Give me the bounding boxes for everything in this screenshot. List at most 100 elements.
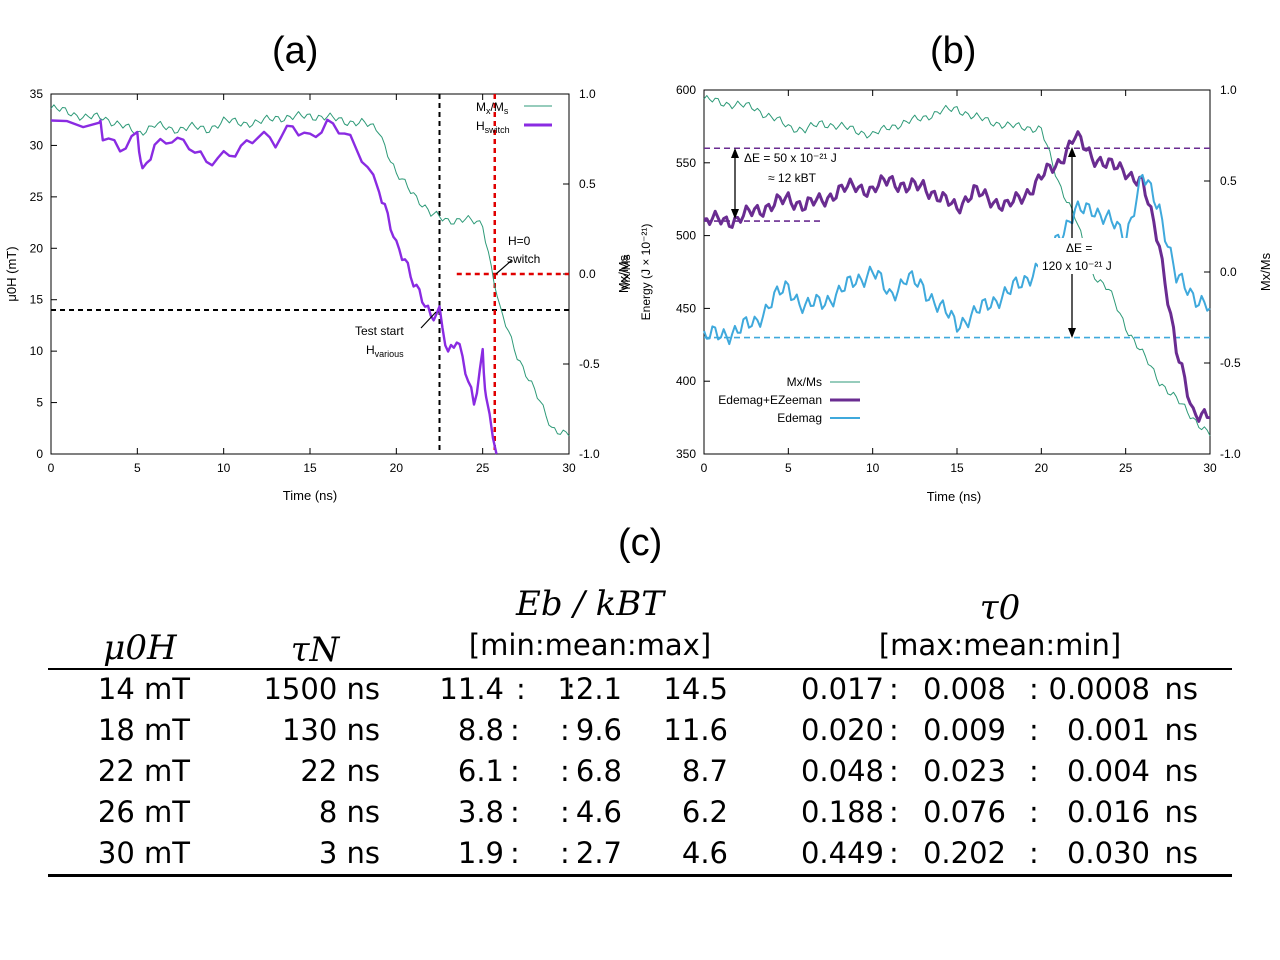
cell-tau0-max: 0.048 [800,754,884,788]
cell-unit: ns [1164,754,1199,788]
x-tick-label: 0 [48,461,55,475]
cell-tau0-min: 0.004 [1066,754,1150,788]
y-tick-label-right: 1.0 [579,87,596,101]
x-tick-label: 5 [134,461,141,475]
cell-unit: ns [1164,672,1199,706]
cell-eb-mean: 6.8 [575,754,622,788]
cell-tau0-mean: 0.009 [922,713,1006,747]
y-tick-label-left: 5 [36,396,43,410]
cell-tau0-min: 0.030 [1066,836,1150,870]
y-tick-label-left: 450 [676,301,696,315]
cell-tau0-max: 0.449 [800,836,884,870]
cell-unit: ns [1164,713,1199,747]
panel-label-a: (a) [272,30,319,72]
y-tick-label-left: 30 [30,138,44,152]
cell-eb-min: 8.8 [457,713,504,747]
delta-e2-arrowhead-down [1068,328,1076,338]
delta-e1-line1: ΔE = 50 x 10⁻²¹ J [744,151,837,165]
cell-h: 18 mT [97,713,190,747]
y-tick-label-right: 0.5 [579,177,596,191]
cell-eb-min: 1.9 [457,836,504,870]
legend-edemag-label: Edemag [777,411,822,425]
header-tau-n: τN [290,630,340,670]
cell-tau0-min: 0.0008 [1048,672,1150,706]
x-tick-label: 15 [303,461,317,475]
colon-separator: : [1029,754,1039,788]
cell-tau0-min: 0.016 [1066,795,1150,829]
x-tick-label: 30 [1203,461,1217,475]
cell-eb-max: 6.2 [681,795,728,829]
x-tick-label: 25 [476,461,490,475]
x-tick-label: 10 [217,461,231,475]
y-tick-label-right: 0.0 [579,267,596,281]
x-tick-label: 20 [390,461,404,475]
y-axis-label-left-2: Energy (J × 10⁻²¹) [639,224,653,321]
legend-mx-label: Mx/Ms [476,100,509,116]
delta-e1-arrowhead-down [731,209,739,219]
delta-e2-arrowhead-up [1068,147,1076,157]
table-bottom-rule [48,874,1232,877]
colon-separator: : [566,672,576,706]
x-axis-label: Time (ns) [927,489,981,504]
colon-separator: : [510,836,520,870]
colon-separator: : [560,836,570,870]
annotation-test-line1: Test start [355,324,404,338]
cell-tau0-max: 0.017 [800,672,884,706]
cell-h: 30 mT [97,836,190,870]
header-tau0: τ0 [979,588,1021,628]
panel-label-c: (c) [618,522,663,564]
cell-tau-n: 8 ns [318,795,380,829]
cell-tau0-mean: 0.076 [922,795,1006,829]
panel-label-b: (b) [930,30,977,72]
y-axis-label-left: μ0H (mT) [4,246,19,301]
delta-e1-arrowhead-up [731,148,739,158]
cell-eb-max: 14.5 [663,672,728,706]
x-tick-label: 5 [785,461,792,475]
cell-tau0-max: 0.188 [800,795,884,829]
series-line-edemagezeeman [703,130,1211,423]
cell-eb-mean: 9.6 [575,713,622,747]
cell-eb-max: 11.6 [663,713,728,747]
y-axis-label-right: Mx/Ms [616,254,631,293]
y-tick-label-right: -1.0 [1220,447,1241,461]
colon-separator: : [889,713,899,747]
cell-tau0-min: 0.001 [1066,713,1150,747]
cell-tau-n: 3 ns [318,836,380,870]
table-top-rule [48,668,1232,670]
y-axis-label-left-1: Mx/Ms [619,254,633,289]
x-tick-label: 30 [562,461,576,475]
series-line-hswitch [50,118,498,455]
cell-unit: ns [1164,795,1199,829]
x-axis-label: Time (ns) [283,488,337,503]
y-tick-label-left: 550 [676,156,696,170]
delta-e2-line2: 120 x 10⁻²¹ J [1042,259,1112,273]
header-eb-kbt: Eb / kBT [516,584,664,624]
cell-tau-n: 22 ns [300,754,380,788]
y-tick-label-left: 20 [30,241,44,255]
y-axis-label-right: Mx/Ms [1258,252,1273,291]
x-tick-label: 15 [950,461,964,475]
colon-separator: : [1029,795,1039,829]
colon-separator: : [1029,672,1039,706]
cell-tau0-mean: 0.202 [922,836,1006,870]
header-h: μ0H [103,628,177,668]
delta-e1-line2: ≈ 12 kBT [768,171,817,185]
cell-tau0-mean: 0.023 [922,754,1006,788]
cell-tau-n: 130 ns [281,713,380,747]
colon-separator: : [889,836,899,870]
cell-tau-n: 1500 ns [263,672,380,706]
delta-e2-label-bg [1038,238,1132,274]
annotation-test-line2: Hvarious [366,343,404,359]
cell-eb-mean: 2.7 [575,836,622,870]
colon-separator: : [889,795,899,829]
colon-separator: : [516,672,526,706]
colon-separator: : [510,754,520,788]
y-tick-label-right: -0.5 [579,357,600,371]
cell-eb-min: 11.4 [439,672,504,706]
y-tick-label-left: 400 [676,374,696,388]
series-line-mxms [703,95,1211,437]
header-tau0-range: [max:mean:min] [878,628,1122,662]
y-tick-label-right: 0.0 [1220,265,1237,279]
colon-separator: : [560,713,570,747]
